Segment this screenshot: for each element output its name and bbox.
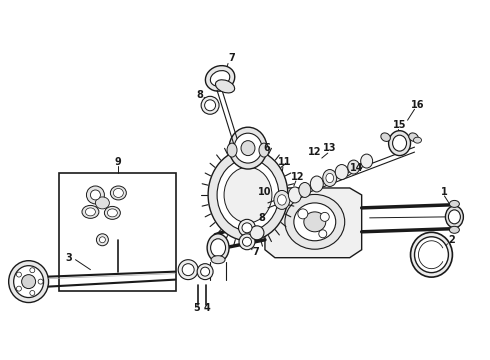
Ellipse shape	[259, 143, 269, 157]
Ellipse shape	[38, 279, 43, 284]
Ellipse shape	[216, 80, 235, 93]
Ellipse shape	[227, 143, 237, 157]
Ellipse shape	[82, 206, 99, 219]
Text: 8: 8	[196, 90, 203, 100]
Ellipse shape	[277, 195, 286, 205]
Ellipse shape	[110, 186, 126, 200]
Ellipse shape	[326, 174, 334, 183]
Ellipse shape	[211, 256, 225, 264]
Text: 4: 4	[204, 302, 211, 312]
Ellipse shape	[298, 209, 308, 219]
Ellipse shape	[409, 133, 418, 141]
Ellipse shape	[22, 275, 36, 289]
Ellipse shape	[241, 141, 255, 156]
Ellipse shape	[294, 203, 336, 241]
Ellipse shape	[104, 206, 121, 219]
Ellipse shape	[243, 237, 251, 246]
Text: 9: 9	[115, 157, 122, 167]
Text: 5: 5	[193, 302, 199, 312]
Ellipse shape	[9, 261, 49, 302]
Text: 8: 8	[259, 213, 266, 223]
Text: 11: 11	[278, 157, 292, 167]
Ellipse shape	[304, 212, 326, 232]
Ellipse shape	[239, 234, 255, 250]
Ellipse shape	[250, 226, 264, 240]
Ellipse shape	[392, 135, 407, 151]
Text: 15: 15	[393, 120, 406, 130]
Ellipse shape	[310, 176, 323, 192]
Text: 1: 1	[441, 187, 448, 197]
Text: 7: 7	[229, 54, 235, 63]
Ellipse shape	[234, 133, 262, 163]
Ellipse shape	[361, 154, 372, 168]
Ellipse shape	[289, 187, 301, 203]
Ellipse shape	[445, 206, 464, 228]
Ellipse shape	[381, 133, 391, 141]
Ellipse shape	[97, 234, 108, 246]
Text: 3: 3	[65, 253, 72, 263]
Ellipse shape	[107, 209, 118, 217]
Ellipse shape	[30, 291, 35, 296]
Ellipse shape	[319, 230, 327, 238]
Ellipse shape	[14, 266, 44, 298]
Ellipse shape	[335, 165, 348, 180]
Ellipse shape	[414, 137, 421, 143]
Ellipse shape	[91, 190, 100, 200]
Ellipse shape	[86, 186, 104, 204]
Ellipse shape	[449, 226, 460, 233]
Ellipse shape	[211, 239, 225, 257]
Ellipse shape	[182, 264, 194, 276]
Ellipse shape	[242, 223, 252, 233]
Ellipse shape	[348, 160, 360, 174]
Bar	[58, 173, 176, 291]
Text: 16: 16	[411, 100, 424, 110]
Ellipse shape	[208, 149, 288, 241]
Ellipse shape	[274, 190, 290, 210]
Text: 2: 2	[448, 235, 455, 245]
Ellipse shape	[389, 131, 411, 156]
Polygon shape	[265, 188, 362, 258]
Ellipse shape	[201, 96, 219, 114]
Text: 7: 7	[252, 247, 259, 257]
Ellipse shape	[205, 66, 235, 91]
Ellipse shape	[178, 260, 198, 280]
Ellipse shape	[217, 159, 279, 231]
Ellipse shape	[30, 268, 35, 273]
Ellipse shape	[411, 232, 452, 277]
Ellipse shape	[323, 170, 337, 186]
Ellipse shape	[415, 237, 448, 273]
Ellipse shape	[99, 237, 105, 243]
Ellipse shape	[207, 234, 229, 262]
Ellipse shape	[239, 219, 255, 236]
Ellipse shape	[229, 127, 267, 169]
Text: 13: 13	[323, 143, 337, 153]
Text: 12: 12	[291, 172, 305, 182]
Ellipse shape	[448, 210, 461, 224]
Ellipse shape	[285, 194, 345, 249]
Ellipse shape	[299, 183, 311, 197]
Ellipse shape	[449, 201, 460, 207]
Ellipse shape	[96, 197, 109, 209]
Text: 10: 10	[258, 187, 271, 197]
Ellipse shape	[85, 208, 96, 216]
Ellipse shape	[113, 189, 123, 197]
Ellipse shape	[205, 100, 216, 111]
Ellipse shape	[197, 264, 213, 280]
Text: 6: 6	[264, 143, 270, 153]
Ellipse shape	[200, 267, 210, 276]
Text: 12: 12	[308, 147, 321, 157]
Ellipse shape	[17, 272, 22, 277]
Ellipse shape	[17, 286, 22, 291]
Text: 14: 14	[350, 163, 364, 173]
Ellipse shape	[224, 167, 272, 223]
Ellipse shape	[320, 212, 329, 221]
Ellipse shape	[210, 71, 230, 86]
